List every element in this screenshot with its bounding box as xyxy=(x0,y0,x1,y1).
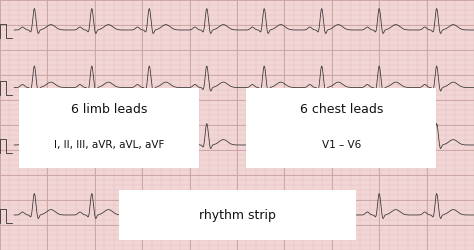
Text: rhythm strip: rhythm strip xyxy=(199,208,275,222)
Text: I, II, III, aVR, aVL, aVF: I, II, III, aVR, aVL, aVF xyxy=(54,140,164,150)
Text: V1 – V6: V1 – V6 xyxy=(322,140,361,150)
FancyBboxPatch shape xyxy=(246,88,436,168)
FancyBboxPatch shape xyxy=(118,190,356,240)
Text: 6 limb leads: 6 limb leads xyxy=(71,104,147,117)
FancyBboxPatch shape xyxy=(19,88,199,168)
Text: 6 chest leads: 6 chest leads xyxy=(300,104,383,117)
